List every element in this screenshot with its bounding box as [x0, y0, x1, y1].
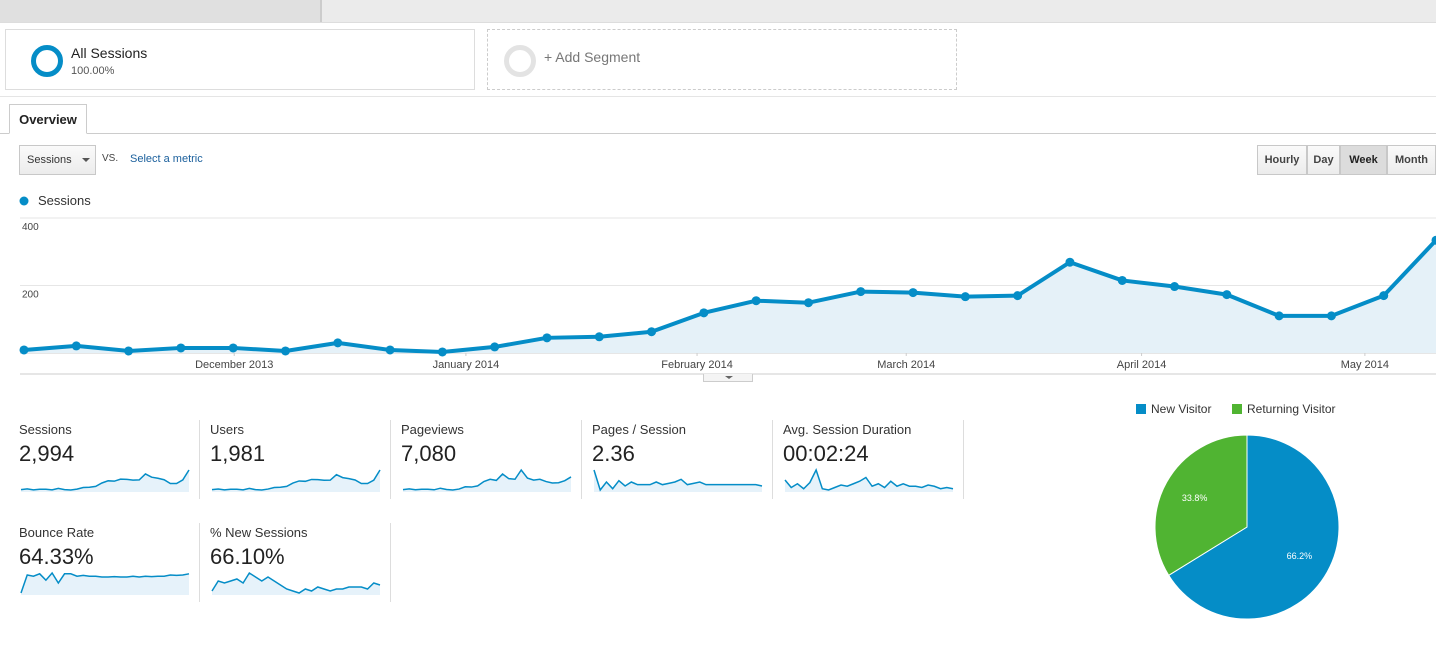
sparkline — [211, 469, 381, 491]
legend-label: New Visitor — [1151, 402, 1211, 416]
point — [280, 346, 290, 356]
x-tick-label: May 2014 — [1341, 359, 1389, 371]
metric-value: 64.33% — [19, 544, 94, 569]
metric-value: 66.10% — [210, 544, 285, 569]
point — [71, 341, 81, 351]
metric-label: Pageviews — [401, 422, 464, 437]
top-strip — [0, 0, 1436, 23]
pie-slice — [1168, 434, 1340, 620]
point — [1170, 282, 1180, 292]
metric-label: Avg. Session Duration — [783, 422, 912, 437]
sparkline — [593, 469, 763, 492]
x-tick-label: March 2014 — [877, 359, 935, 371]
granularity-button[interactable]: Week — [1340, 145, 1387, 175]
point — [228, 343, 238, 353]
metric-value: 2.36 — [592, 441, 635, 466]
point — [1379, 291, 1389, 301]
point — [699, 308, 709, 318]
point — [856, 287, 866, 297]
line — [23, 238, 1436, 354]
granularity-button[interactable]: Hourly — [1257, 145, 1307, 175]
point — [1222, 290, 1232, 300]
point — [490, 342, 500, 352]
point — [19, 345, 29, 355]
point — [647, 327, 657, 337]
segment-ring — [31, 45, 63, 77]
point — [176, 343, 186, 353]
metric-label: % New Sessions — [210, 525, 308, 540]
x-tick-label: December 2013 — [195, 359, 273, 371]
point — [333, 338, 343, 348]
y-tick-label: 200 — [22, 290, 39, 301]
point — [385, 345, 395, 355]
select-metric-link[interactable]: Select a metric — [130, 153, 203, 165]
pie-slice — [1154, 434, 1248, 577]
sparkline — [402, 468, 572, 491]
slice-label: 33.8% — [1182, 493, 1208, 503]
collapse-arrow — [725, 376, 733, 379]
point — [1013, 291, 1023, 301]
metric-value: 2,994 — [19, 441, 75, 466]
dropdown-label: Sessions — [27, 154, 72, 166]
segment-ring-empty — [504, 45, 536, 77]
segment-name: All Sessions — [71, 45, 148, 61]
sparkline — [20, 469, 190, 491]
sparkline — [784, 468, 954, 491]
point — [1117, 275, 1127, 285]
chart-collapse[interactable] — [703, 374, 753, 382]
tab-line — [0, 133, 1436, 134]
point — [124, 346, 134, 356]
x-tick-label: February 2014 — [661, 359, 733, 371]
point — [751, 296, 761, 306]
segment-percent: 100.00% — [71, 65, 115, 77]
point — [437, 347, 447, 357]
point — [960, 292, 970, 302]
point — [542, 333, 552, 343]
legend-label: Returning Visitor — [1247, 402, 1336, 416]
metric-label: Bounce Rate — [19, 525, 95, 540]
metric-dropdown[interactable]: Sessions — [19, 145, 96, 175]
x-tick-label: January 2014 — [433, 359, 500, 371]
legend-dot — [19, 196, 29, 206]
add-segment-label: + Add Segment — [544, 49, 641, 65]
legend-swatch — [1136, 404, 1146, 414]
metric-value: 1,981 — [210, 441, 266, 466]
overview-tab[interactable]: Overview — [9, 104, 87, 134]
sparkline — [20, 571, 190, 594]
point — [1431, 235, 1436, 245]
point — [1274, 311, 1284, 321]
metric-label: Sessions — [19, 422, 72, 437]
divider — [0, 96, 1436, 97]
point — [908, 288, 918, 298]
legend-swatch — [1232, 404, 1242, 414]
vs-label: VS. — [102, 153, 119, 164]
metric-label: Pages / Session — [592, 422, 686, 437]
granularity-button[interactable]: Month — [1387, 145, 1436, 175]
granularity-button[interactable]: Day — [1307, 145, 1340, 175]
point — [1065, 257, 1075, 267]
sparkline-area — [21, 573, 189, 595]
slice-label: 66.2% — [1287, 551, 1313, 561]
dropdown-arrow — [82, 158, 90, 162]
point — [594, 332, 604, 342]
metric-label: Users — [210, 422, 244, 437]
top-tab[interactable] — [0, 0, 322, 22]
y-tick-label: 400 — [22, 222, 39, 233]
sparkline — [211, 571, 381, 594]
metric-value: 00:02:24 — [783, 441, 869, 466]
add-segment[interactable]: + Add Segment — [487, 29, 957, 90]
point — [803, 298, 813, 308]
x-tick-label: April 2014 — [1117, 359, 1167, 371]
legend-label: Sessions — [38, 193, 91, 208]
point — [1326, 311, 1336, 321]
metric-value: 7,080 — [401, 441, 457, 466]
segment-card[interactable]: All Sessions 100.00% — [5, 29, 475, 90]
